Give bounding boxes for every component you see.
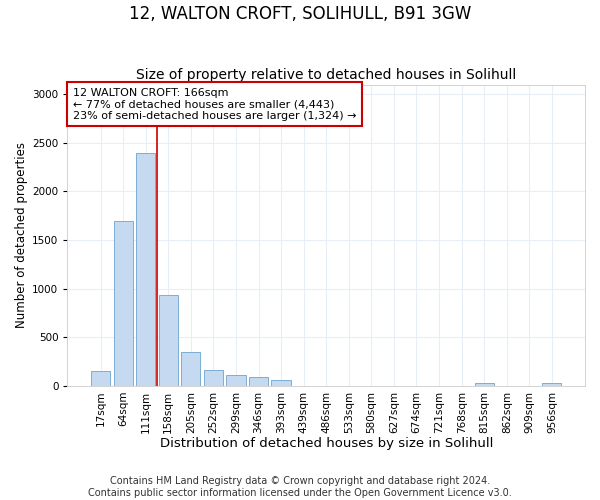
Bar [136, 152, 155, 386]
Bar [158, 296, 178, 386]
Title: Size of property relative to detached houses in Solihull: Size of property relative to detached ho… [136, 68, 517, 82]
Text: Contains HM Land Registry data © Crown copyright and database right 2024.
Contai: Contains HM Land Registry data © Crown c… [88, 476, 512, 498]
Text: 12 WALTON CROFT: 166sqm
← 77% of detached houses are smaller (4,443)
23% of semi: 12 WALTON CROFT: 166sqm ← 77% of detache… [73, 88, 356, 121]
Bar [91, 372, 110, 386]
Bar [249, 376, 268, 386]
Bar [542, 383, 562, 386]
Bar [271, 380, 290, 386]
Y-axis label: Number of detached properties: Number of detached properties [15, 142, 28, 328]
Bar [113, 220, 133, 386]
Text: 12, WALTON CROFT, SOLIHULL, B91 3GW: 12, WALTON CROFT, SOLIHULL, B91 3GW [129, 5, 471, 23]
Bar [204, 370, 223, 386]
Bar [475, 383, 494, 386]
X-axis label: Distribution of detached houses by size in Solihull: Distribution of detached houses by size … [160, 437, 493, 450]
Bar [226, 374, 245, 386]
Bar [181, 352, 200, 386]
